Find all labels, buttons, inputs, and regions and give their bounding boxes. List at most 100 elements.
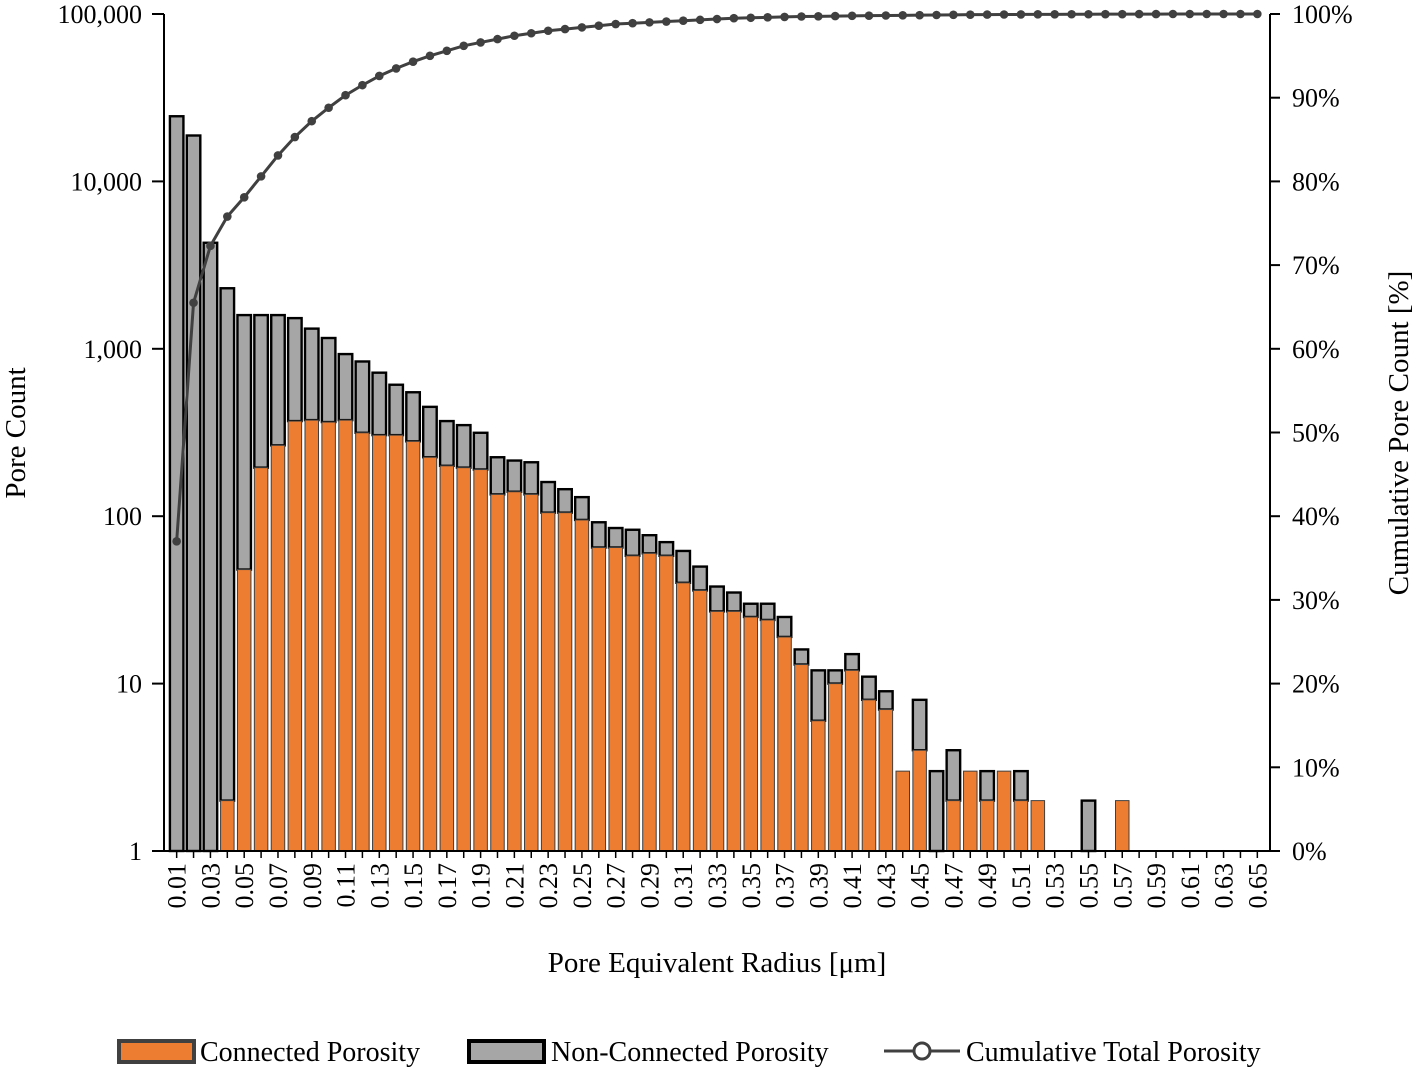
x-tick-label: 0.13 [365, 863, 394, 909]
bar-non-connected-0.18 [455, 423, 472, 469]
cumulative-point-0.12 [358, 80, 367, 90]
bar-non-connected-0.55 [1080, 799, 1097, 853]
cumulative-point-0.26 [594, 21, 604, 31]
bar-connected-0.22 [524, 493, 539, 852]
cumulative-point-0.33 [712, 14, 722, 24]
x-tick-label: 0.09 [298, 863, 327, 909]
cumulative-point-0.42 [864, 11, 874, 20]
bar-connected-0.16 [422, 456, 438, 852]
y2-tick-label: 30% [1292, 586, 1340, 615]
cumulative-point-0.38 [797, 12, 806, 21]
bar-non-connected-0.37 [776, 615, 793, 639]
bar-connected-0.34 [726, 610, 742, 852]
legend-marker-cumulative [912, 1041, 932, 1061]
bar-non-connected-0.34 [725, 591, 742, 613]
cumulative-point-0.56 [1101, 9, 1110, 19]
cumulative-point-0.20 [493, 34, 502, 44]
bar-non-connected-0.35 [742, 602, 759, 619]
cumulative-point-0.61 [1185, 9, 1195, 19]
x-tick-label: 0.01 [163, 863, 192, 909]
bar-non-connected-0.16 [421, 405, 438, 459]
y-tick-label: 1 [129, 837, 142, 866]
x-tick-label: 0.57 [1108, 863, 1137, 909]
bar-non-connected-0.28 [624, 528, 641, 558]
bar-non-connected-0.17 [438, 419, 455, 467]
x-tick-label: 0.47 [939, 863, 968, 909]
cumulative-point-0.09 [307, 116, 317, 126]
bar-non-connected-0.24 [557, 487, 573, 514]
bar-non-connected-0.26 [590, 521, 607, 549]
bar-connected-0.17 [439, 465, 455, 852]
bar-connected-0.52 [1030, 800, 1046, 852]
cumulative-point-0.54 [1067, 9, 1076, 19]
cumulative-point-0.57 [1117, 9, 1127, 19]
x-tick-label: 0.65 [1243, 863, 1272, 909]
cumulative-point-0.25 [577, 23, 587, 32]
bar-non-connected-0.13 [371, 371, 388, 437]
bar-non-connected-0.15 [405, 391, 422, 443]
bar-non-connected-0.22 [523, 461, 540, 496]
bar-non-connected-0.12 [354, 360, 371, 434]
cumulative-point-0.43 [881, 11, 891, 20]
bar-connected-0.19 [473, 469, 488, 852]
bar-connected-0.25 [574, 519, 590, 852]
x-tick-label: 0.35 [737, 863, 766, 909]
cumulative-point-0.31 [678, 16, 688, 26]
bar-non-connected-0.29 [641, 534, 658, 555]
x-tick-label: 0.37 [771, 863, 800, 909]
y2-axis-title: Cumulative Pore Count [%] [1383, 271, 1415, 596]
x-tick-label: 0.17 [433, 863, 462, 909]
cumulative-point-0.62 [1202, 9, 1211, 19]
cumulative-point-0.46 [932, 10, 941, 20]
bar-connected-0.42 [861, 699, 877, 852]
bar-non-connected-0.21 [506, 459, 523, 493]
y-tick-label: 10,000 [71, 167, 143, 196]
y2-tick-label: 0% [1292, 837, 1327, 866]
y2-tick-label: 50% [1292, 419, 1340, 448]
cumulative-point-0.60 [1168, 9, 1178, 19]
bar-non-connected-0.09 [303, 327, 320, 422]
bar-connected-0.45 [912, 749, 927, 852]
cumulative-point-0.04 [223, 212, 232, 221]
x-tick-label: 0.63 [1210, 863, 1239, 909]
cumulative-point-0.17 [442, 46, 452, 56]
legend: Connected Porosity Non-Connected Porosit… [117, 1037, 1261, 1068]
y-tick-label: 10 [116, 670, 142, 699]
bar-connected-0.33 [709, 610, 725, 852]
x-tick-label: 0.51 [1007, 863, 1036, 909]
bar-non-connected-0.25 [573, 495, 590, 522]
bar-non-connected-0.33 [709, 585, 725, 613]
x-tick-label: 0.27 [602, 863, 631, 909]
x-tick-label: 0.45 [906, 863, 935, 909]
x-tick-label: 0.55 [1074, 863, 1103, 909]
cumulative-point-0.24 [560, 24, 570, 34]
bar-non-connected-0.31 [675, 549, 692, 585]
cumulative-point-0.28 [628, 18, 637, 28]
x-tick-label: 0.05 [230, 863, 259, 909]
cumulative-point-0.52 [1033, 10, 1043, 19]
cumulative-point-0.48 [965, 10, 975, 19]
bar-connected-0.31 [675, 582, 691, 852]
bar-connected-0.10 [321, 421, 336, 852]
bar-non-connected-0.27 [607, 526, 624, 549]
bar-non-connected-0.07 [270, 313, 286, 447]
x-tick-label: 0.21 [500, 863, 529, 909]
cumulative-point-0.64 [1236, 9, 1245, 19]
x-axis-title: Pore Equivalent Radius [μm] [548, 947, 887, 979]
bar-connected-0.48 [963, 770, 978, 852]
x-tick-label: 0.61 [1176, 863, 1205, 909]
cumulative-point-0.45 [915, 10, 924, 20]
y2-tick-label: 80% [1292, 167, 1340, 196]
cumulative-point-0.40 [830, 11, 840, 21]
cumulative-point-0.30 [662, 17, 671, 26]
x-tick-label: 0.03 [196, 863, 225, 909]
bar-connected-0.40 [827, 683, 843, 852]
y-tick-label: 100,000 [58, 0, 143, 29]
bar-non-connected-0.38 [793, 648, 810, 666]
cumulative-point-0.39 [814, 12, 823, 21]
cumulative-line-layer [172, 9, 1262, 546]
cumulative-point-0.06 [256, 172, 266, 181]
legend-label-connected: Connected Porosity [200, 1037, 420, 1068]
bar-non-connected-0.23 [540, 480, 557, 514]
bar-connected-0.26 [591, 547, 607, 852]
